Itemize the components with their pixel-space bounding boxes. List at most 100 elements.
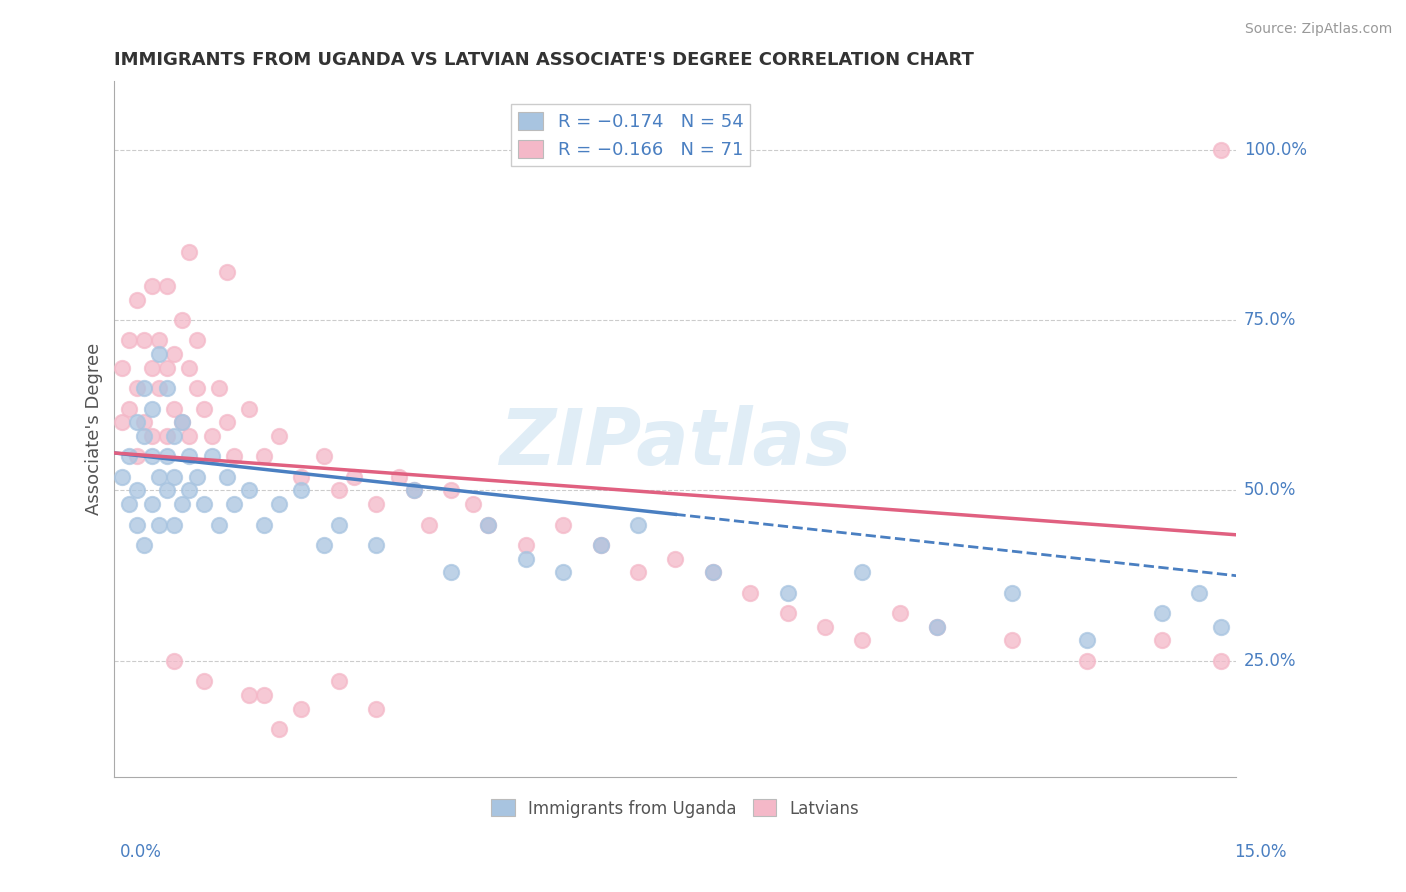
- Point: [179, 450, 201, 464]
- Point: [312, 538, 335, 552]
- Point: [125, 381, 148, 395]
- Point: [328, 674, 350, 689]
- Point: [290, 470, 312, 484]
- Point: [208, 381, 231, 395]
- Text: ZIPatlas: ZIPatlas: [499, 405, 852, 481]
- Point: [1211, 654, 1233, 668]
- Point: [1211, 620, 1233, 634]
- Point: [134, 429, 156, 443]
- Point: [179, 483, 201, 498]
- Text: 75.0%: 75.0%: [1244, 311, 1296, 329]
- Point: [238, 688, 260, 702]
- Point: [1188, 586, 1211, 600]
- Point: [927, 620, 949, 634]
- Point: [125, 450, 148, 464]
- Point: [927, 620, 949, 634]
- Y-axis label: Associate's Degree: Associate's Degree: [86, 343, 103, 516]
- Point: [186, 470, 208, 484]
- Point: [201, 429, 224, 443]
- Point: [111, 470, 134, 484]
- Point: [627, 517, 650, 532]
- Point: [515, 538, 537, 552]
- Point: [627, 566, 650, 580]
- Point: [148, 470, 170, 484]
- Point: [222, 497, 245, 511]
- Point: [134, 381, 156, 395]
- Point: [163, 429, 186, 443]
- Point: [343, 470, 366, 484]
- Point: [222, 450, 245, 464]
- Point: [156, 429, 179, 443]
- Point: [141, 401, 163, 416]
- Point: [851, 633, 873, 648]
- Point: [170, 415, 193, 429]
- Point: [156, 381, 179, 395]
- Point: [170, 313, 193, 327]
- Point: [889, 606, 911, 620]
- Point: [141, 360, 163, 375]
- Point: [702, 566, 724, 580]
- Point: [589, 538, 612, 552]
- Point: [366, 497, 388, 511]
- Point: [477, 517, 499, 532]
- Point: [253, 450, 276, 464]
- Point: [553, 517, 575, 532]
- Point: [186, 381, 208, 395]
- Text: IMMIGRANTS FROM UGANDA VS LATVIAN ASSOCIATE'S DEGREE CORRELATION CHART: IMMIGRANTS FROM UGANDA VS LATVIAN ASSOCI…: [114, 51, 974, 69]
- Legend: Immigrants from Uganda, Latvians: Immigrants from Uganda, Latvians: [485, 793, 866, 824]
- Point: [238, 483, 260, 498]
- Text: 0.0%: 0.0%: [120, 843, 162, 861]
- Point: [163, 401, 186, 416]
- Point: [170, 415, 193, 429]
- Text: 50.0%: 50.0%: [1244, 482, 1296, 500]
- Point: [141, 429, 163, 443]
- Point: [163, 517, 186, 532]
- Point: [193, 401, 215, 416]
- Point: [1076, 633, 1098, 648]
- Point: [366, 538, 388, 552]
- Point: [118, 497, 141, 511]
- Point: [118, 401, 141, 416]
- Point: [1076, 654, 1098, 668]
- Point: [141, 450, 163, 464]
- Point: [312, 450, 335, 464]
- Text: Source: ZipAtlas.com: Source: ZipAtlas.com: [1244, 22, 1392, 37]
- Point: [328, 517, 350, 532]
- Point: [141, 279, 163, 293]
- Point: [1150, 606, 1173, 620]
- Point: [156, 279, 179, 293]
- Point: [134, 415, 156, 429]
- Point: [179, 429, 201, 443]
- Point: [148, 517, 170, 532]
- Point: [193, 497, 215, 511]
- Point: [440, 566, 463, 580]
- Point: [328, 483, 350, 498]
- Point: [740, 586, 762, 600]
- Point: [290, 701, 312, 715]
- Point: [111, 360, 134, 375]
- Text: 25.0%: 25.0%: [1244, 652, 1296, 670]
- Point: [170, 497, 193, 511]
- Point: [1001, 586, 1024, 600]
- Point: [267, 722, 290, 736]
- Point: [366, 701, 388, 715]
- Point: [148, 347, 170, 361]
- Point: [238, 401, 260, 416]
- Point: [179, 360, 201, 375]
- Point: [515, 551, 537, 566]
- Point: [776, 586, 799, 600]
- Point: [179, 244, 201, 259]
- Point: [125, 517, 148, 532]
- Point: [134, 538, 156, 552]
- Point: [215, 415, 238, 429]
- Point: [148, 334, 170, 348]
- Point: [134, 334, 156, 348]
- Point: [253, 688, 276, 702]
- Point: [193, 674, 215, 689]
- Point: [267, 497, 290, 511]
- Point: [215, 470, 238, 484]
- Point: [814, 620, 837, 634]
- Point: [125, 293, 148, 307]
- Point: [776, 606, 799, 620]
- Point: [418, 517, 440, 532]
